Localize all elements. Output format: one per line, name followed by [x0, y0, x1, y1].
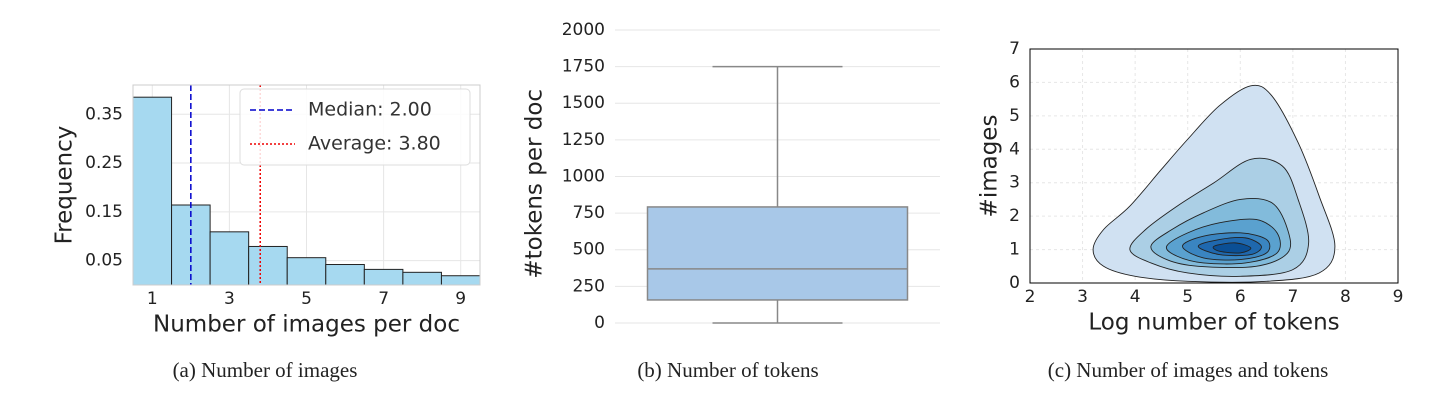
x-tick-label: 7	[378, 289, 389, 309]
y-tick-label: 6	[1009, 72, 1020, 92]
y-tick-label: 2	[1009, 206, 1020, 226]
bar	[440, 275, 481, 286]
bar	[402, 271, 442, 286]
plot-frame	[132, 84, 481, 286]
caption: (c) Number of images and tokens	[1048, 358, 1329, 382]
x-tick-label: 4	[1130, 287, 1141, 307]
y-tick-label: 1	[1009, 240, 1020, 260]
bar	[248, 245, 288, 286]
x-tick-label: 6	[1235, 287, 1246, 307]
y-axis-label: #images	[977, 115, 1003, 218]
x-tick-label: 8	[1340, 287, 1351, 307]
y-tick-label: 0.05	[85, 251, 123, 271]
y-tick-label: 500	[573, 240, 605, 260]
x-tick-label: 2	[1025, 287, 1036, 307]
bar	[325, 264, 365, 286]
x-tick-label: 9	[1393, 287, 1404, 307]
bar	[132, 96, 173, 286]
y-tick-label: 0	[594, 313, 605, 333]
y-tick-label: 3	[1009, 173, 1020, 193]
legend-label: Median: 2.00	[308, 99, 432, 121]
y-tick-label: 0.15	[85, 202, 123, 222]
caption: (a) Number of images	[173, 358, 358, 382]
y-tick-label: 7	[1009, 39, 1020, 59]
x-tick-label: 7	[1287, 287, 1298, 307]
contour	[1212, 242, 1252, 254]
x-tick-label: 3	[224, 289, 235, 309]
x-tick-label: 3	[1077, 287, 1088, 307]
plot-frame	[1029, 48, 1399, 284]
x-tick-label: 9	[455, 289, 466, 309]
y-tick-label: 0.25	[85, 153, 123, 173]
y-axis-label: #tokens per doc	[522, 89, 548, 279]
y-axis-label: Frequency	[52, 126, 78, 245]
caption: (b) Number of tokens	[637, 358, 818, 382]
legend-label: Average: 3.80	[308, 133, 441, 155]
y-tick-label: 5	[1009, 106, 1020, 126]
legend	[239, 88, 471, 166]
y-tick-label: 750	[573, 203, 605, 223]
x-tick-label: 5	[1182, 287, 1193, 307]
y-tick-label: 1000	[562, 166, 605, 186]
x-tick-label: 5	[301, 289, 312, 309]
x-axis-label: Log number of tokens	[1088, 310, 1339, 336]
bar	[363, 268, 404, 286]
x-tick-label: 1	[147, 289, 158, 309]
y-tick-label: 4	[1009, 139, 1020, 159]
x-axis-label: Number of images per doc	[153, 312, 460, 338]
bar	[209, 231, 250, 286]
y-tick-label: 1500	[562, 93, 605, 113]
y-tick-label: 250	[573, 276, 605, 296]
y-tick-label: 1250	[562, 130, 605, 150]
y-tick-label: 1750	[562, 57, 605, 77]
y-tick-label: 0.35	[85, 104, 123, 124]
y-tick-label: 0	[1009, 273, 1020, 293]
y-tick-label: 2000	[562, 20, 605, 40]
box	[646, 206, 909, 301]
bar	[286, 257, 327, 286]
